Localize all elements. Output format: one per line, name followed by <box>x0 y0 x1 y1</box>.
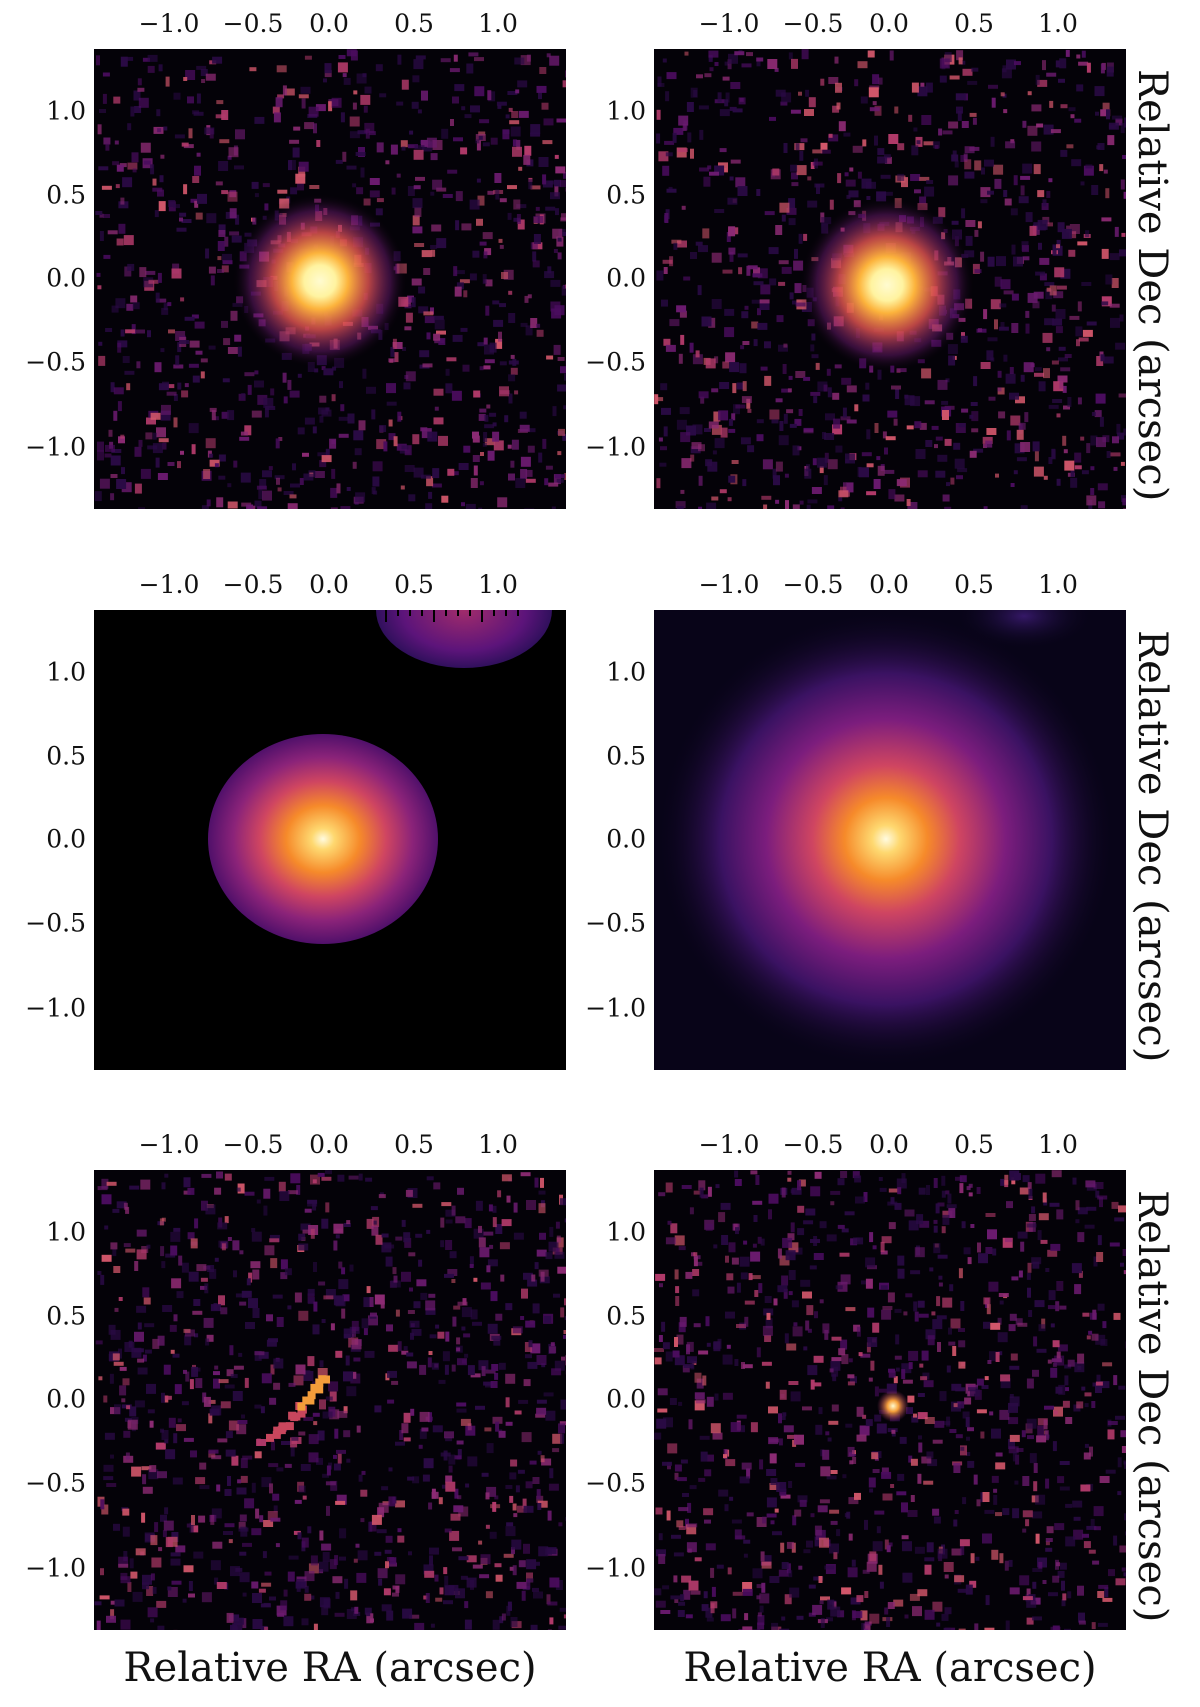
y-tick-label: 0.0 <box>46 263 86 293</box>
image-panel-noisy-source <box>94 49 566 509</box>
y-axis-label: Relative Dec (arcsec) <box>1129 69 1175 502</box>
y-tick-label: 1.0 <box>606 657 646 687</box>
x-tick-label: −1.0 <box>138 570 200 599</box>
x-tick-label: −1.0 <box>138 1130 200 1159</box>
x-tick-label: −0.5 <box>222 9 284 38</box>
y-tick-label: −1.0 <box>585 1553 646 1583</box>
y-tick-label: 0.5 <box>46 180 86 210</box>
x-tick-label: −0.5 <box>782 1130 844 1159</box>
x-tick-label: −1.0 <box>698 1130 760 1159</box>
y-tick-label: 0.0 <box>46 1384 86 1414</box>
y-tick-label: 0.5 <box>606 741 646 771</box>
x-tick-label: −1.0 <box>698 9 760 38</box>
x-tick-label: 0.0 <box>309 9 349 38</box>
y-tick-label: 0.0 <box>606 263 646 293</box>
x-tick-label: −1.0 <box>138 9 200 38</box>
y-tick-label: 1.0 <box>606 96 646 126</box>
panel-image-svg <box>654 610 1126 1070</box>
x-tick-label: 1.0 <box>478 1130 518 1159</box>
x-tick-label: 1.0 <box>478 9 518 38</box>
x-tick-label: 1.0 <box>1038 9 1078 38</box>
x-tick-label: 1.0 <box>478 570 518 599</box>
y-tick-label: 0.5 <box>606 1301 646 1331</box>
y-tick-label: −0.5 <box>585 1468 646 1498</box>
y-tick-label: −1.0 <box>25 432 86 462</box>
x-tick-label: −0.5 <box>222 1130 284 1159</box>
image-panel-residual-compact <box>654 1170 1126 1630</box>
x-tick-label: 0.0 <box>869 9 909 38</box>
y-tick-label: −0.5 <box>25 908 86 938</box>
y-tick-label: 0.0 <box>606 824 646 854</box>
y-tick-label: 1.0 <box>606 1217 646 1247</box>
x-axis-label: Relative RA (arcsec) <box>123 1645 537 1691</box>
image-panel-model-smooth <box>654 610 1126 1070</box>
panel-image-svg <box>94 1170 566 1630</box>
panel-image-svg <box>94 610 566 1070</box>
image-panel-noisy-source <box>654 49 1126 509</box>
image-panel-residual-elongated <box>94 1170 566 1630</box>
x-tick-label: 0.0 <box>309 1130 349 1159</box>
x-tick-label: −0.5 <box>782 570 844 599</box>
y-tick-label: −1.0 <box>585 993 646 1023</box>
y-tick-label: 0.5 <box>46 741 86 771</box>
x-tick-label: 0.5 <box>954 570 994 599</box>
panel-image-svg <box>94 49 566 509</box>
panel-image-svg <box>654 49 1126 509</box>
y-tick-label: 0.5 <box>606 180 646 210</box>
y-tick-label: 1.0 <box>46 96 86 126</box>
y-tick-label: 0.5 <box>46 1301 86 1331</box>
y-tick-label: −0.5 <box>585 908 646 938</box>
y-tick-label: −0.5 <box>25 347 86 377</box>
x-tick-label: 0.5 <box>394 1130 434 1159</box>
y-tick-label: −0.5 <box>25 1468 86 1498</box>
x-tick-label: 0.0 <box>309 570 349 599</box>
y-tick-label: 0.0 <box>606 1384 646 1414</box>
y-tick-label: −0.5 <box>585 347 646 377</box>
x-tick-label: 0.5 <box>954 1130 994 1159</box>
x-tick-label: −1.0 <box>698 570 760 599</box>
x-axis-label: Relative RA (arcsec) <box>683 1645 1097 1691</box>
y-tick-label: 0.0 <box>46 824 86 854</box>
y-axis-label: Relative Dec (arcsec) <box>1129 1190 1175 1623</box>
x-tick-label: 0.5 <box>954 9 994 38</box>
x-tick-label: −0.5 <box>222 570 284 599</box>
y-tick-label: −1.0 <box>25 993 86 1023</box>
y-tick-label: −1.0 <box>585 432 646 462</box>
panel-image-svg <box>654 1170 1126 1630</box>
image-panel-model-truncated <box>94 610 566 1070</box>
y-axis-label: Relative Dec (arcsec) <box>1129 630 1175 1063</box>
x-tick-label: 1.0 <box>1038 570 1078 599</box>
y-tick-label: 1.0 <box>46 657 86 687</box>
x-tick-label: 0.5 <box>394 570 434 599</box>
y-tick-label: −1.0 <box>25 1553 86 1583</box>
x-tick-label: −0.5 <box>782 9 844 38</box>
y-tick-label: 1.0 <box>46 1217 86 1247</box>
x-tick-label: 0.0 <box>869 1130 909 1159</box>
x-tick-label: 1.0 <box>1038 1130 1078 1159</box>
x-tick-label: 0.5 <box>394 9 434 38</box>
x-tick-label: 0.0 <box>869 570 909 599</box>
